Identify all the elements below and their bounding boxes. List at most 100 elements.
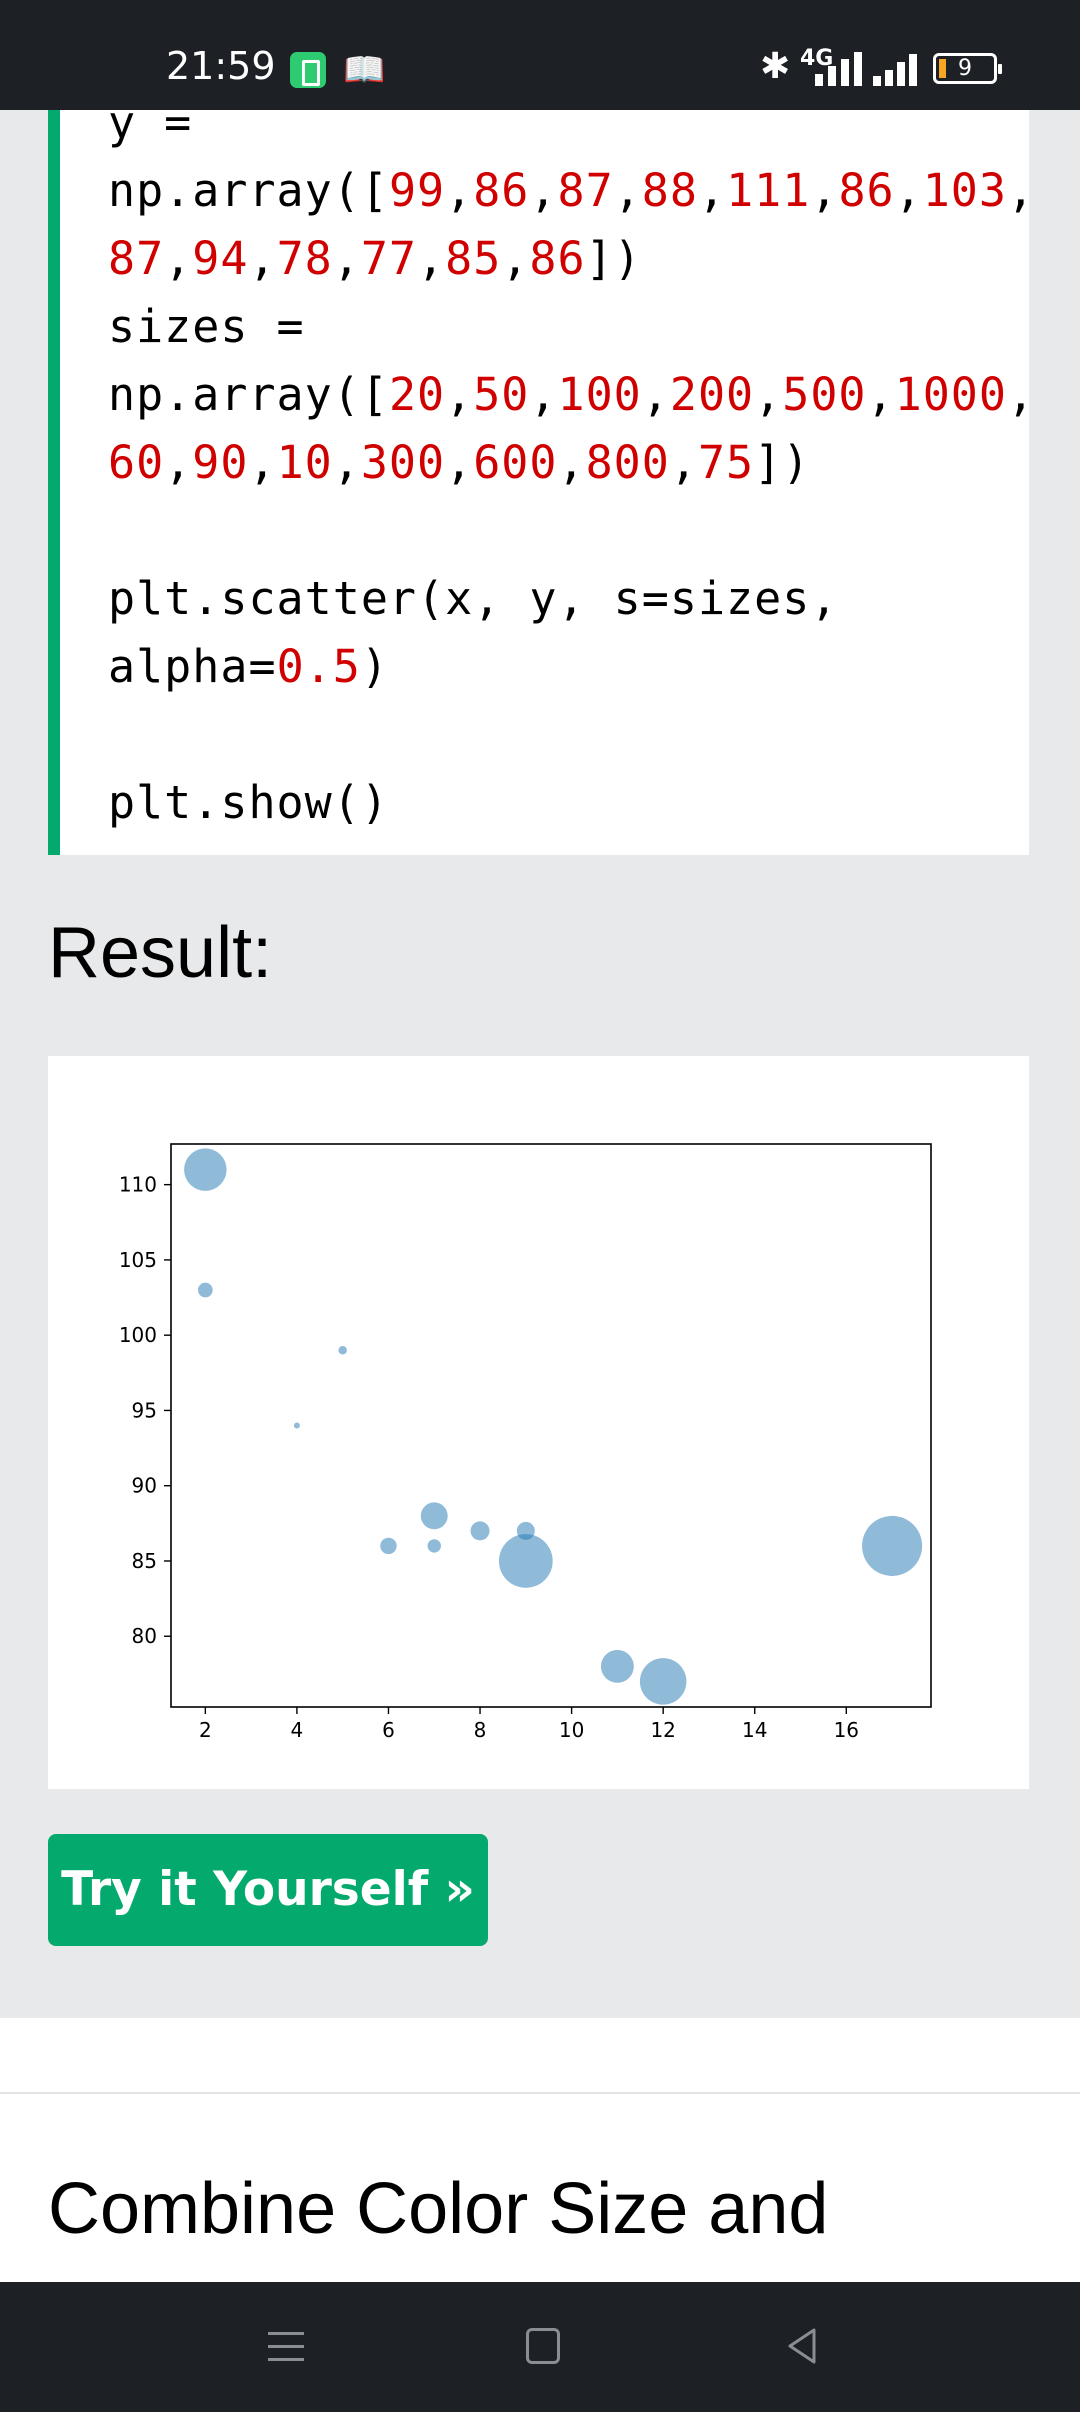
code-text: ,	[164, 436, 193, 489]
code-text: sizes =	[108, 300, 305, 353]
code-number: 20	[388, 368, 446, 421]
y-tick-label: 105	[119, 1248, 157, 1272]
battery-icon: 9	[933, 53, 1002, 84]
code-line: 60,90,10,300,600,800,75])	[108, 436, 810, 489]
code-text: alpha=	[108, 640, 277, 693]
scatter-point	[420, 1502, 448, 1530]
section-divider	[0, 2092, 1080, 2094]
code-text: ,	[164, 232, 193, 285]
code-line: np.array([99,86,87,88,111,86,103,	[108, 164, 1035, 217]
signal-icon-sim2	[873, 52, 937, 86]
code-number: 87	[108, 232, 165, 285]
code-text: ,	[529, 368, 558, 421]
back-icon[interactable]	[782, 2326, 822, 2366]
home-icon[interactable]	[526, 2328, 560, 2364]
code-number: 86	[473, 164, 530, 217]
code-number: 800	[585, 436, 670, 489]
scatter-point	[380, 1537, 397, 1555]
scatter-point	[338, 1345, 347, 1355]
code-line: np.array([20,50,100,200,500,1000,	[108, 368, 1035, 421]
x-tick-label: 10	[559, 1718, 584, 1742]
code-text: plt.scatter(x, y, s=sizes,	[108, 572, 839, 625]
y-tick-label: 95	[132, 1398, 157, 1422]
x-tick-label: 14	[742, 1718, 767, 1742]
code-line: alpha=0.5)	[108, 640, 389, 693]
code-text: ])	[585, 232, 642, 285]
next-section: Combine Color Size and	[0, 2018, 1080, 2282]
code-number: 600	[473, 436, 558, 489]
code-text: ,	[248, 436, 277, 489]
code-line: y =	[108, 96, 192, 149]
code-text: ,	[445, 164, 474, 217]
code-text: ,	[810, 164, 839, 217]
code-number: 87	[557, 164, 614, 217]
code-text: ,	[445, 368, 474, 421]
code-text: ,	[697, 164, 727, 217]
code-number: 0.5	[276, 640, 361, 693]
code-line: 87,94,78,77,85,86])	[108, 232, 642, 285]
code-text: ,	[332, 436, 361, 489]
code-number: 60	[108, 436, 165, 489]
code-number: 500	[782, 368, 867, 421]
battery-saver-icon	[290, 52, 326, 88]
scatter-chart: 2 4 6 8 10 12 14 16 80 85 90 95 100 105 110	[119, 1143, 932, 1742]
scatter-point	[639, 1658, 687, 1705]
code-example: y = np.array([99,86,87,88,111,86,103, 87,9…	[48, 96, 1034, 855]
scatter-point	[427, 1539, 441, 1553]
code-line: plt.scatter(x, y, s=sizes,	[108, 572, 838, 625]
code-number: 1000	[894, 368, 1007, 421]
result-chart-card: 2 4 6 8 10 12 14 16 80 85 90 95 100 105 110	[48, 1056, 1029, 1789]
code-text: ,	[894, 164, 923, 217]
code-text: ,	[417, 232, 446, 285]
result-heading: Result:	[48, 913, 273, 993]
code-text: ,	[332, 232, 361, 285]
y-tick-label: 110	[119, 1173, 157, 1197]
next-section-heading: Combine Color Size and	[48, 2169, 829, 2249]
code-number: 86	[838, 164, 895, 217]
scatter-point	[862, 1515, 923, 1576]
signal-icon	[815, 52, 879, 86]
code-number: 78	[276, 232, 333, 285]
scatter-point	[600, 1649, 634, 1683]
try-it-yourself-button[interactable]: Try it Yourself »	[48, 1834, 488, 1946]
code-number: 100	[557, 368, 642, 421]
x-tick-label: 8	[474, 1718, 487, 1742]
code-text: ,	[669, 436, 698, 489]
battery-level: 9	[958, 56, 972, 81]
code-number: 85	[445, 232, 502, 285]
x-tick-label: 16	[834, 1718, 859, 1742]
code-text: ,	[445, 436, 474, 489]
code-number: 111	[726, 164, 811, 217]
code-text: ,	[557, 436, 586, 489]
navigation-bar	[0, 2282, 1080, 2412]
code-text: np.array([	[108, 368, 389, 421]
y-tick-label: 80	[132, 1624, 157, 1648]
scatter-point	[184, 1148, 227, 1191]
code-text: ,	[613, 164, 642, 217]
status-bar: 21:59 📖 ✱ 4G 9	[0, 0, 1080, 110]
code-number: 77	[360, 232, 418, 285]
code-number: 200	[669, 368, 755, 421]
code-text: np.array([	[108, 164, 389, 217]
menu-icon[interactable]	[268, 2328, 304, 2364]
code-line: plt.show()	[108, 776, 389, 829]
code-text: ,	[866, 368, 895, 421]
scatter-point	[498, 1534, 553, 1588]
code-number: 90	[192, 436, 249, 489]
scatter-point	[470, 1521, 490, 1541]
x-tick-label: 2	[199, 1718, 212, 1742]
code-text: ,	[1007, 368, 1036, 421]
x-tick-label: 4	[291, 1718, 304, 1742]
code-number: 50	[473, 368, 530, 421]
code-text: ])	[754, 436, 811, 489]
y-tick-label: 85	[132, 1549, 157, 1573]
y-tick-label: 90	[132, 1474, 157, 1498]
code-number: 75	[697, 436, 755, 489]
book-icon: 📖	[343, 51, 386, 89]
code-text: ,	[529, 164, 558, 217]
code-number: 99	[388, 164, 446, 217]
code-line: sizes =	[108, 300, 305, 353]
y-tick-label: 100	[119, 1323, 157, 1347]
code-text: ,	[754, 368, 783, 421]
code-number: 300	[360, 436, 446, 489]
